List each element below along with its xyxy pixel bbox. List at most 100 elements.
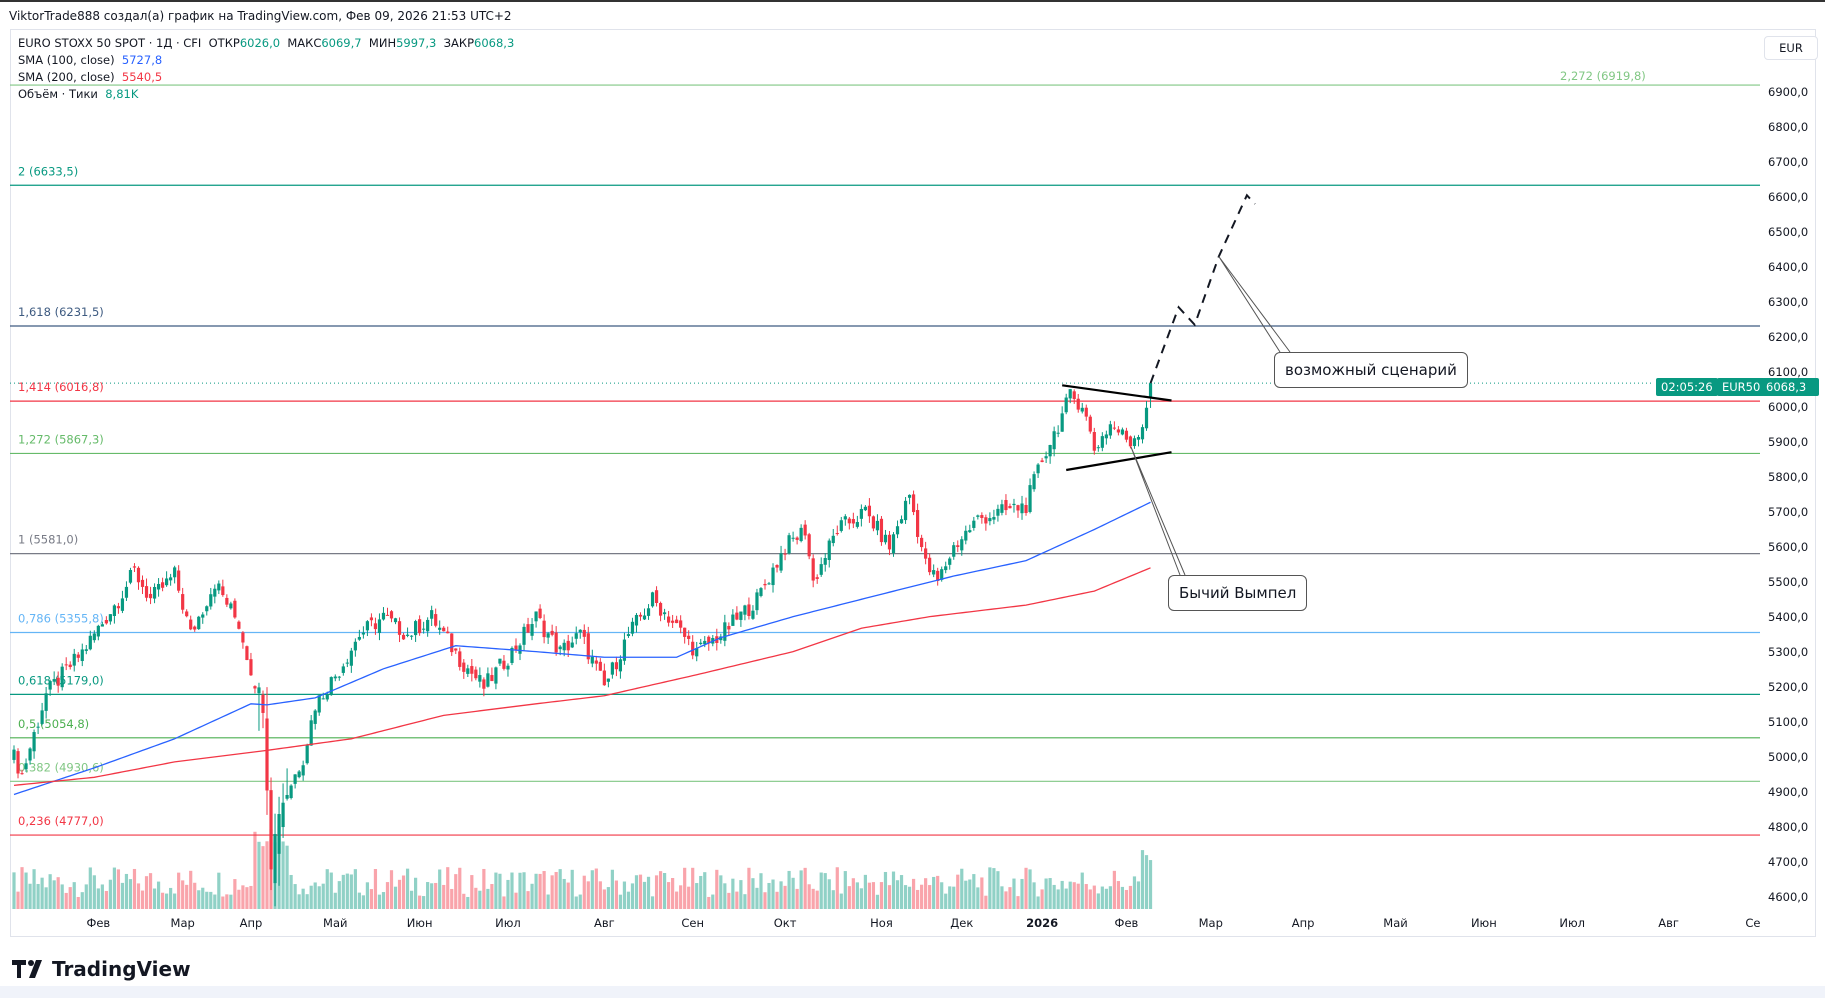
candle-body [273,834,277,884]
candle-body [361,632,365,635]
tradingview-logo[interactable]: TradingView [12,957,191,981]
volume-bar [996,871,1000,909]
volume-bar [140,890,145,909]
candle-body [32,732,36,752]
sma200-value: 5540,5 [121,70,163,84]
price-axis-tick: 4800,0 [1768,820,1808,834]
candle-body [650,592,655,607]
volume-bar [1124,889,1129,909]
candle-body [12,749,16,760]
candle-body [582,629,586,637]
candle-body [932,570,936,575]
candle-body [831,535,835,544]
volume-legend[interactable]: Объём · Тики 8,81K [18,87,138,101]
volume-bar [658,871,663,909]
volume-bar [181,880,185,909]
volume-bar [747,867,751,909]
volume-bar [205,891,209,909]
volume-bar [1120,886,1125,909]
candle-body [197,616,201,630]
candle-body [590,656,594,664]
price-axis-tick: 4900,0 [1768,785,1808,799]
candle-body [289,785,293,799]
candle-body [586,633,590,660]
candle-body [209,594,213,607]
volume-bar [626,891,631,909]
scenario-text: возможный сценарий [1285,361,1457,379]
volume-bar [160,892,165,909]
candle-body [233,600,237,618]
footer: TradingView [0,940,1825,998]
candle-body [907,494,912,498]
candle-body [903,500,908,521]
fib-level-label: 1,414 (6016,8) [18,380,104,394]
volume-bar [911,878,916,909]
price-axis-tick: 5700,0 [1768,505,1808,519]
volume-bar [454,874,458,909]
volume-bar [197,890,201,909]
candle-body [261,694,265,713]
candle-body [24,763,28,770]
volume-bar [144,876,149,909]
volume-bar [76,896,80,909]
candle-body [630,621,635,634]
candle-body [100,624,104,627]
symbol-name[interactable]: EURO STOXX 50 SPOT · 1Д · CFI [18,36,202,50]
volume-bar [185,884,189,909]
candle-body [546,633,550,638]
candle-body [241,632,245,643]
volume-bar [586,881,590,909]
volume-bar [233,879,237,909]
candle-body [980,515,984,518]
candle-body [1148,383,1153,398]
symbol-legend: EURO STOXX 50 SPOT · 1Д · CFI ОТКР6026,0… [18,36,514,50]
price-axis-tick: 5100,0 [1768,715,1808,729]
time-axis-tick: Авг [1658,916,1679,930]
pennant-callout[interactable]: Бычий Вымпел [1168,575,1308,611]
candle-body [911,494,916,513]
sma100-legend[interactable]: SMA (100, close) 5727,8 [18,53,162,67]
scenario-callout[interactable]: возможный сценарий [1274,352,1468,388]
last-price-tag: 6068,3 [1762,378,1819,396]
volume-bar [1068,881,1072,909]
time-axis-tick: Фев [1115,916,1139,930]
candle-body [839,520,843,531]
volume-bar [1128,885,1133,909]
time-axis-tick: Авг [594,916,615,930]
volume-bar [610,869,614,909]
sma200-legend[interactable]: SMA (200, close) 5540,5 [18,70,162,84]
candle-body [972,520,976,528]
volume-bar [687,886,691,909]
volume-label: Объём · Тики [18,87,98,101]
volume-bar [558,869,562,909]
volume-bar [1084,884,1088,909]
price-axis-tick: 6800,0 [1768,120,1808,134]
volume-bar [634,875,639,909]
volume-bar [546,894,550,909]
candle-body [277,814,281,854]
price-axis-tick: 6300,0 [1768,295,1808,309]
volume-bar [924,878,928,909]
volume-bar [807,884,811,909]
candle-body [269,790,273,870]
candle-body [140,579,145,587]
volume-bar [52,880,56,909]
candle-body [646,608,651,616]
volume-bar [414,877,418,909]
volume-bar [815,890,819,909]
candle-body [189,619,193,630]
candle-body [1128,436,1133,447]
candle-body [1108,424,1112,436]
volume-bar [72,882,76,909]
volume-bar [1024,867,1028,909]
currency-button[interactable]: EUR [1764,36,1818,60]
volume-bar [530,883,534,909]
candle-body [819,564,823,575]
volume-bar [799,870,803,909]
time-axis-tick: Июн [1471,916,1497,930]
volume-bar [84,884,88,909]
volume-bar [36,883,40,909]
candle-body [136,567,141,583]
volume-bar [879,882,884,909]
